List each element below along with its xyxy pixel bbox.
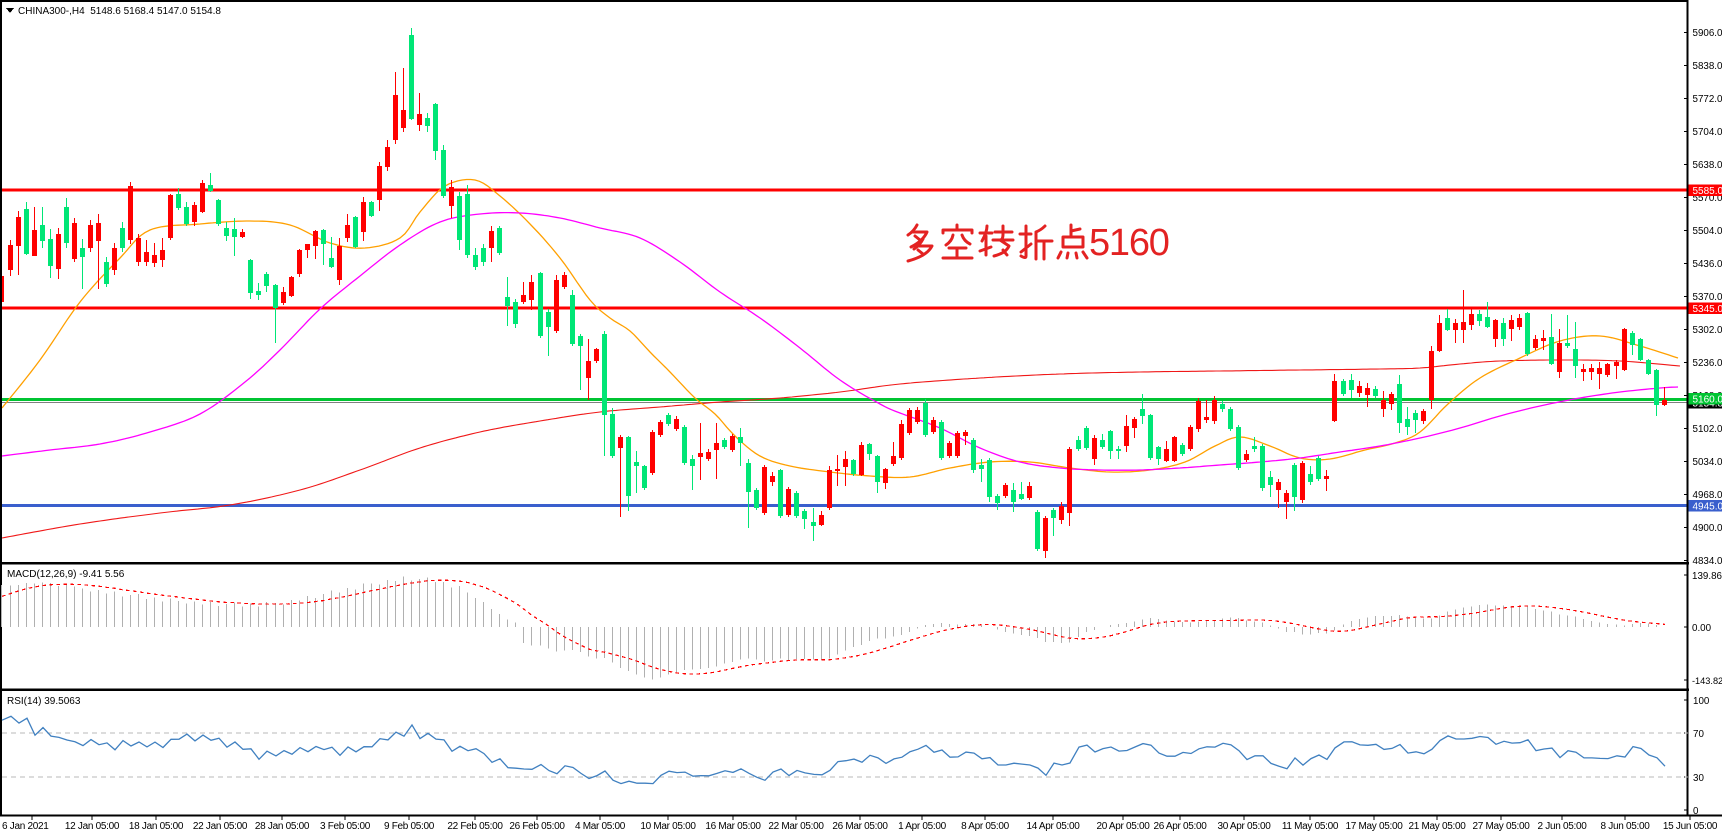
- svg-text:6 Jan 2021: 6 Jan 2021: [2, 821, 49, 832]
- svg-text:4834.0: 4834.0: [1693, 556, 1722, 567]
- svg-text:17 May 05:00: 17 May 05:00: [1346, 821, 1404, 832]
- svg-text:2 Jun 05:00: 2 Jun 05:00: [1538, 821, 1588, 832]
- svg-text:5570.0: 5570.0: [1693, 193, 1722, 204]
- svg-text:10 Mar 05:00: 10 Mar 05:00: [640, 821, 696, 832]
- svg-text:30: 30: [1693, 773, 1704, 784]
- svg-text:22 Feb 05:00: 22 Feb 05:00: [447, 821, 503, 832]
- svg-text:5160: 5160: [1089, 222, 1169, 264]
- svg-text:26 Apr 05:00: 26 Apr 05:00: [1153, 821, 1207, 832]
- svg-text:5436.0: 5436.0: [1693, 259, 1722, 270]
- svg-text:5302.0: 5302.0: [1693, 325, 1722, 336]
- svg-text:5704.0: 5704.0: [1693, 127, 1722, 138]
- svg-text:9 Feb 05:00: 9 Feb 05:00: [384, 821, 435, 832]
- svg-text:5838.0: 5838.0: [1693, 61, 1722, 72]
- svg-text:-143.82: -143.82: [1692, 676, 1722, 686]
- svg-text:4 Mar 05:00: 4 Mar 05:00: [575, 821, 626, 832]
- svg-text:5236.0: 5236.0: [1693, 358, 1722, 369]
- svg-text:26 Mar 05:00: 26 Mar 05:00: [832, 821, 888, 832]
- svg-text:14 Apr 05:00: 14 Apr 05:00: [1026, 821, 1080, 832]
- svg-text:CHINA300-,H4 5148.6 5168.4 51: CHINA300-,H4 5148.6 5168.4 5147.0 5154.8: [18, 6, 221, 17]
- svg-text:100: 100: [1693, 696, 1710, 707]
- svg-text:5504.0: 5504.0: [1693, 226, 1722, 237]
- svg-text:5345.0: 5345.0: [1693, 304, 1722, 315]
- svg-text:4945.0: 4945.0: [1693, 501, 1722, 512]
- svg-text:22 Jan 05:00: 22 Jan 05:00: [193, 821, 248, 832]
- svg-text:0.00: 0.00: [1692, 623, 1712, 634]
- svg-text:5772.0: 5772.0: [1693, 94, 1722, 105]
- svg-text:27 May 05:00: 27 May 05:00: [1473, 821, 1531, 832]
- svg-text:RSI(14) 39.5063: RSI(14) 39.5063: [7, 696, 81, 707]
- svg-text:5370.0: 5370.0: [1693, 292, 1722, 303]
- svg-text:1 Apr 05:00: 1 Apr 05:00: [898, 821, 947, 832]
- svg-text:70: 70: [1693, 729, 1704, 740]
- svg-text:21 May 05:00: 21 May 05:00: [1409, 821, 1467, 832]
- svg-text:20 Apr 05:00: 20 Apr 05:00: [1096, 821, 1150, 832]
- svg-text:0: 0: [1693, 806, 1699, 817]
- svg-text:MACD(12,26,9) -9.41 5.56: MACD(12,26,9) -9.41 5.56: [7, 569, 125, 580]
- svg-text:4900.0: 4900.0: [1693, 523, 1722, 534]
- svg-text:16 Mar 05:00: 16 Mar 05:00: [705, 821, 761, 832]
- svg-text:5906.0: 5906.0: [1693, 28, 1722, 39]
- svg-text:139.86: 139.86: [1692, 571, 1722, 582]
- svg-text:28 Jan 05:00: 28 Jan 05:00: [255, 821, 310, 832]
- svg-text:8 Jun 05:00: 8 Jun 05:00: [1601, 821, 1651, 832]
- svg-text:11 May 05:00: 11 May 05:00: [1282, 821, 1339, 832]
- svg-text:5102.0: 5102.0: [1693, 424, 1722, 435]
- svg-text:15 Jun 05:00: 15 Jun 05:00: [1663, 821, 1718, 832]
- svg-text:12 Jan 05:00: 12 Jan 05:00: [65, 821, 120, 832]
- svg-text:18 Jan 05:00: 18 Jan 05:00: [129, 821, 184, 832]
- svg-text:5638.0: 5638.0: [1693, 160, 1722, 171]
- svg-text:22 Mar 05:00: 22 Mar 05:00: [768, 821, 824, 832]
- svg-text:5585.0: 5585.0: [1693, 186, 1722, 197]
- svg-text:3 Feb 05:00: 3 Feb 05:00: [320, 821, 371, 832]
- svg-text:5034.0: 5034.0: [1693, 457, 1722, 468]
- svg-text:26 Feb 05:00: 26 Feb 05:00: [509, 821, 565, 832]
- svg-text:5160.0: 5160.0: [1693, 394, 1722, 405]
- svg-text:4968.0: 4968.0: [1693, 490, 1722, 501]
- svg-text:8 Apr 05:00: 8 Apr 05:00: [961, 821, 1010, 832]
- svg-text:30 Apr 05:00: 30 Apr 05:00: [1217, 821, 1271, 832]
